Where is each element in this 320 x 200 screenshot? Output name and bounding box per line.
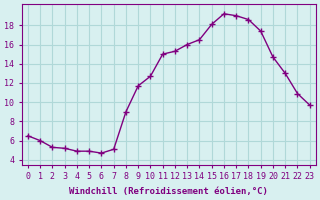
X-axis label: Windchill (Refroidissement éolien,°C): Windchill (Refroidissement éolien,°C) [69,187,268,196]
